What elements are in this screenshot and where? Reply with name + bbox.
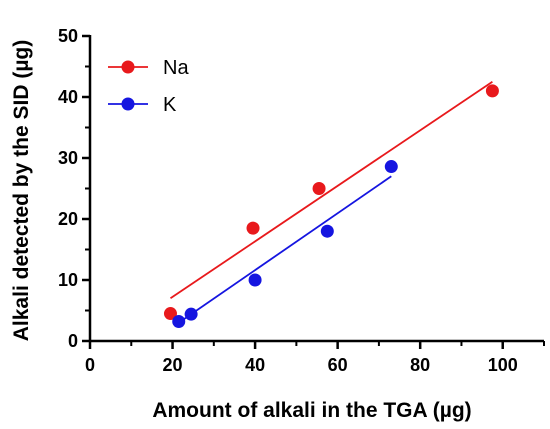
data-point-k [184,307,198,321]
fit-line-na [169,81,493,300]
data-point-na [485,84,499,98]
legend-label-k: K [163,94,177,116]
y-axis-title: Alkali detected by the SID (µg) [10,40,33,342]
data-point-na [246,221,260,235]
y-tick-label: 20 [58,209,78,229]
y-tick-label: 40 [58,87,78,107]
data-point-k [172,314,186,328]
data-point-na [163,307,177,321]
legend-label-na: Na [163,57,189,79]
y-tick-label: 10 [58,270,78,290]
x-tick-label: 80 [410,355,430,375]
axes [82,34,545,349]
data-point-na [312,182,326,195]
legend: Na K [108,57,189,116]
legend-marker-k [121,97,135,111]
data-point-k [248,273,262,287]
fit-lines [169,81,493,324]
x-tick-label: 0 [85,355,95,375]
x-tick-label: 60 [328,355,348,375]
data-point-k [384,160,398,174]
legend-marker-na [121,60,135,74]
data-points [163,84,499,328]
x-tick-label: 40 [245,355,265,375]
tick-labels: 0 10 20 30 40 50 0 20 40 60 80 100 [58,26,518,375]
x-tick-label: 20 [163,355,183,375]
y-tick-label: 50 [58,26,78,46]
x-axis-title: Amount of alkali in the TGA (µg) [152,399,471,422]
fit-line-k [178,175,392,324]
x-tick-label: 100 [488,355,518,375]
y-tick-label: 0 [68,331,78,351]
data-point-k [320,224,334,238]
y-tick-label: 30 [58,148,78,168]
